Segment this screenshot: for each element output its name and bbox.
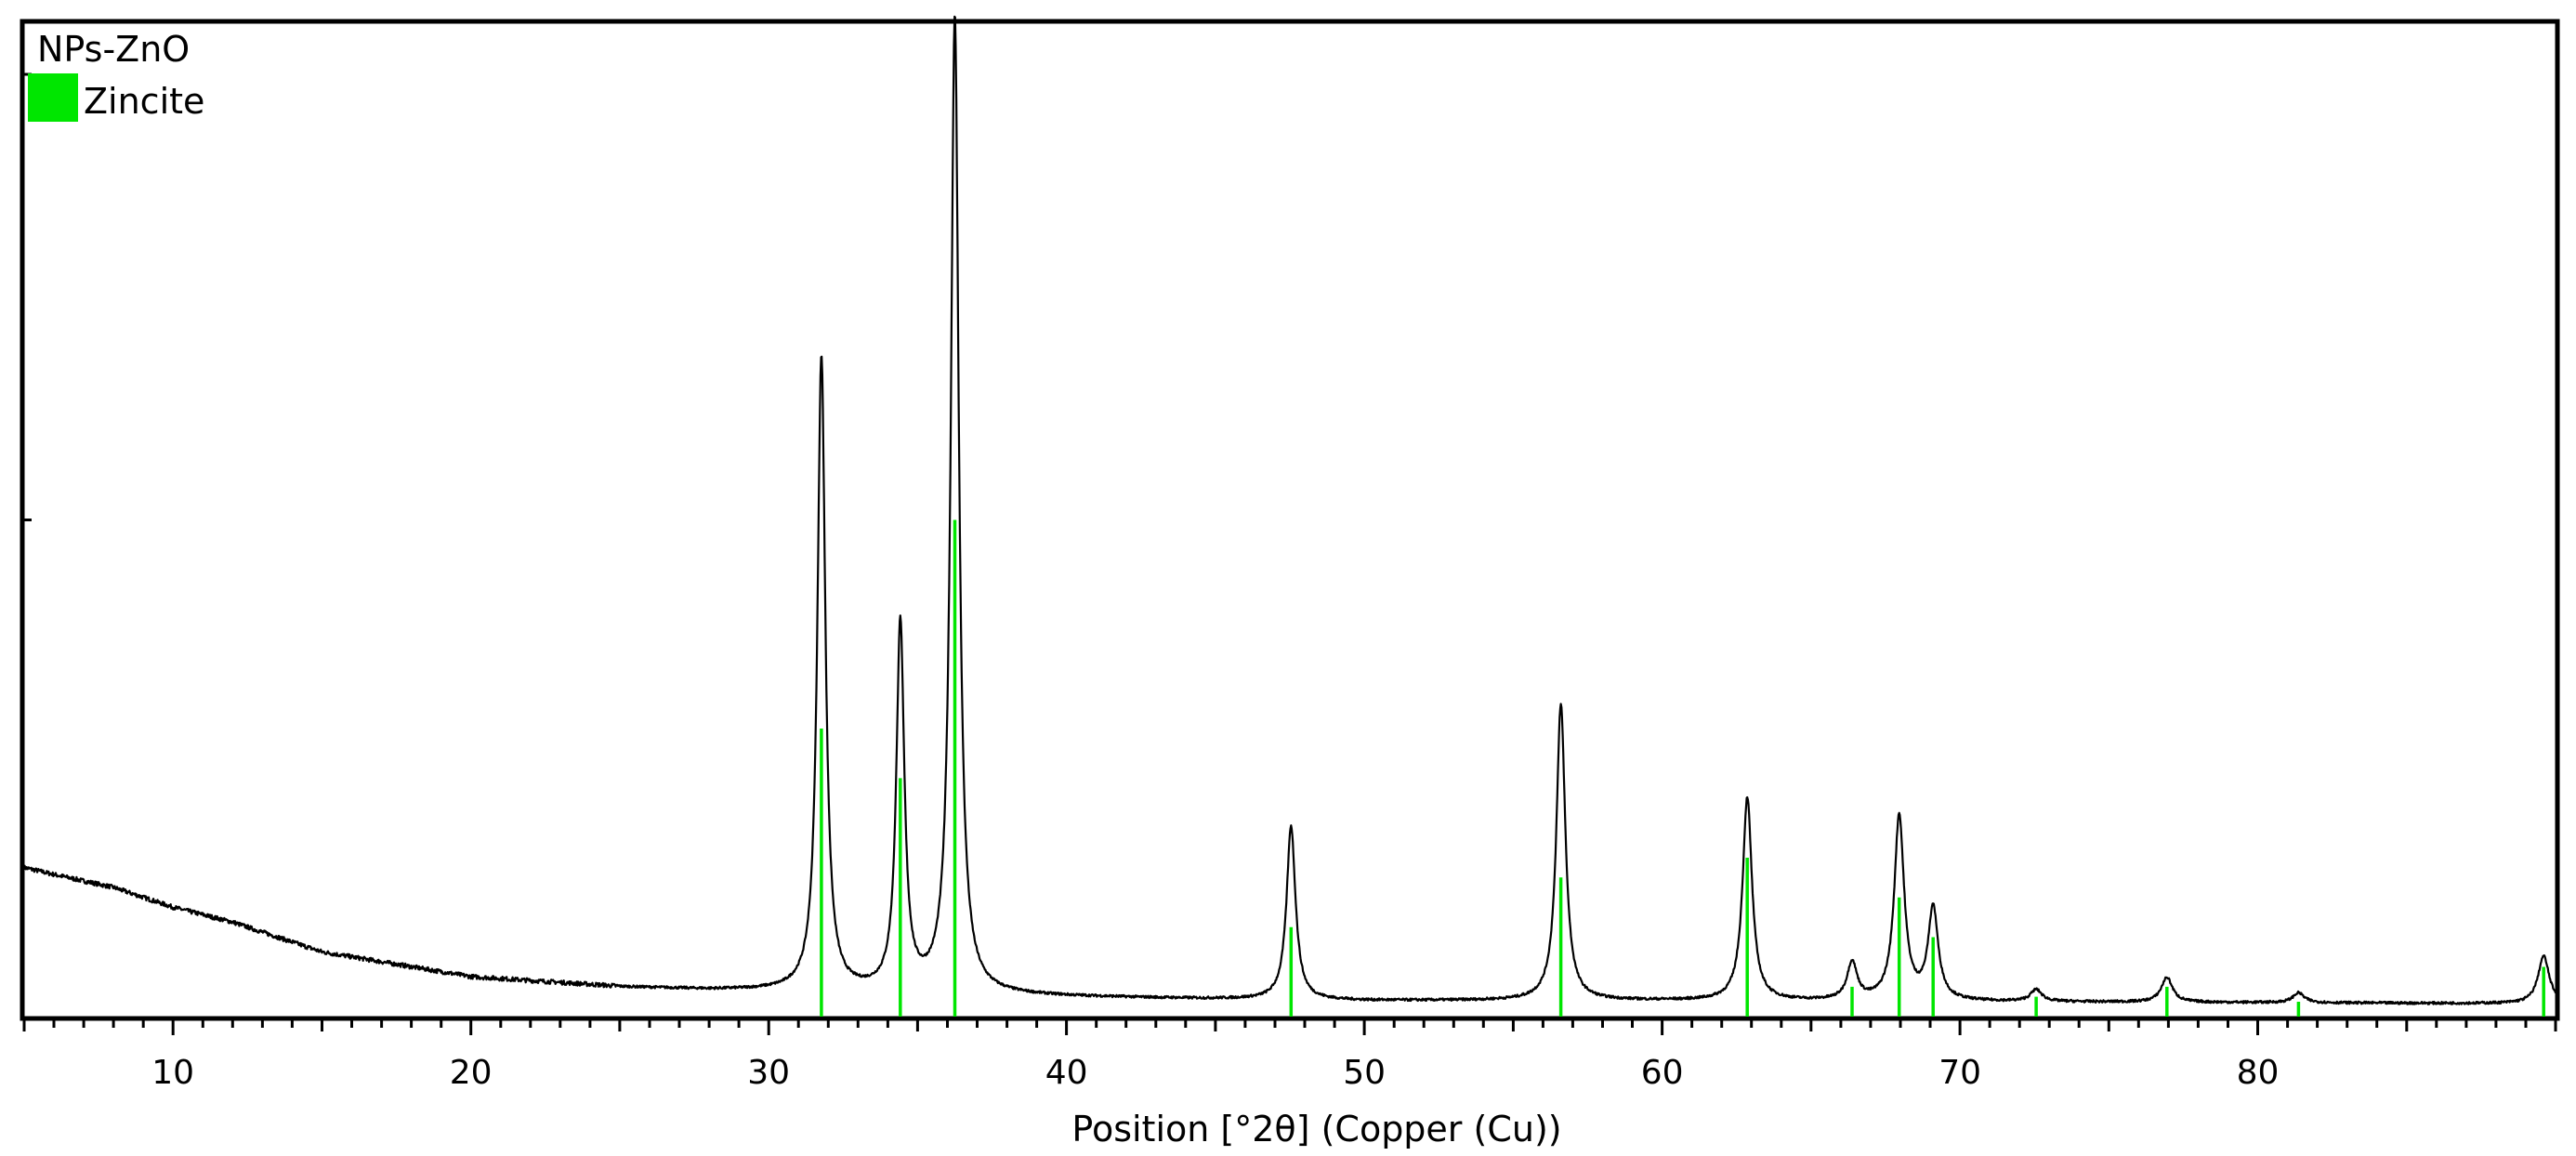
diffraction-pattern-line xyxy=(22,15,2557,1005)
x-axis: 10 20 30 40 50 60 70 80 xyxy=(22,1018,2557,1092)
legend-swatch-zincite xyxy=(28,73,78,122)
legend-phase-name: Zincite xyxy=(84,81,204,122)
x-tick-label: 10 xyxy=(151,1054,194,1092)
plot-frame xyxy=(20,19,2560,1021)
reference-lines xyxy=(820,519,2545,1017)
x-tick-label: 30 xyxy=(747,1054,790,1092)
x-tick-label: 80 xyxy=(2237,1054,2280,1092)
x-tick-label: 20 xyxy=(450,1054,493,1092)
x-tick-label: 50 xyxy=(1343,1054,1386,1092)
x-tick-label: 60 xyxy=(1641,1054,1684,1092)
x-axis-title: Position [°2θ] (Copper (Cu)) xyxy=(1071,1109,1561,1149)
x-tick-label: 40 xyxy=(1045,1054,1088,1092)
x-tick-label: 70 xyxy=(1939,1054,1981,1092)
legend: NPs-ZnO Zincite xyxy=(28,29,204,122)
legend-sample-name: NPs-ZnO xyxy=(37,29,190,70)
